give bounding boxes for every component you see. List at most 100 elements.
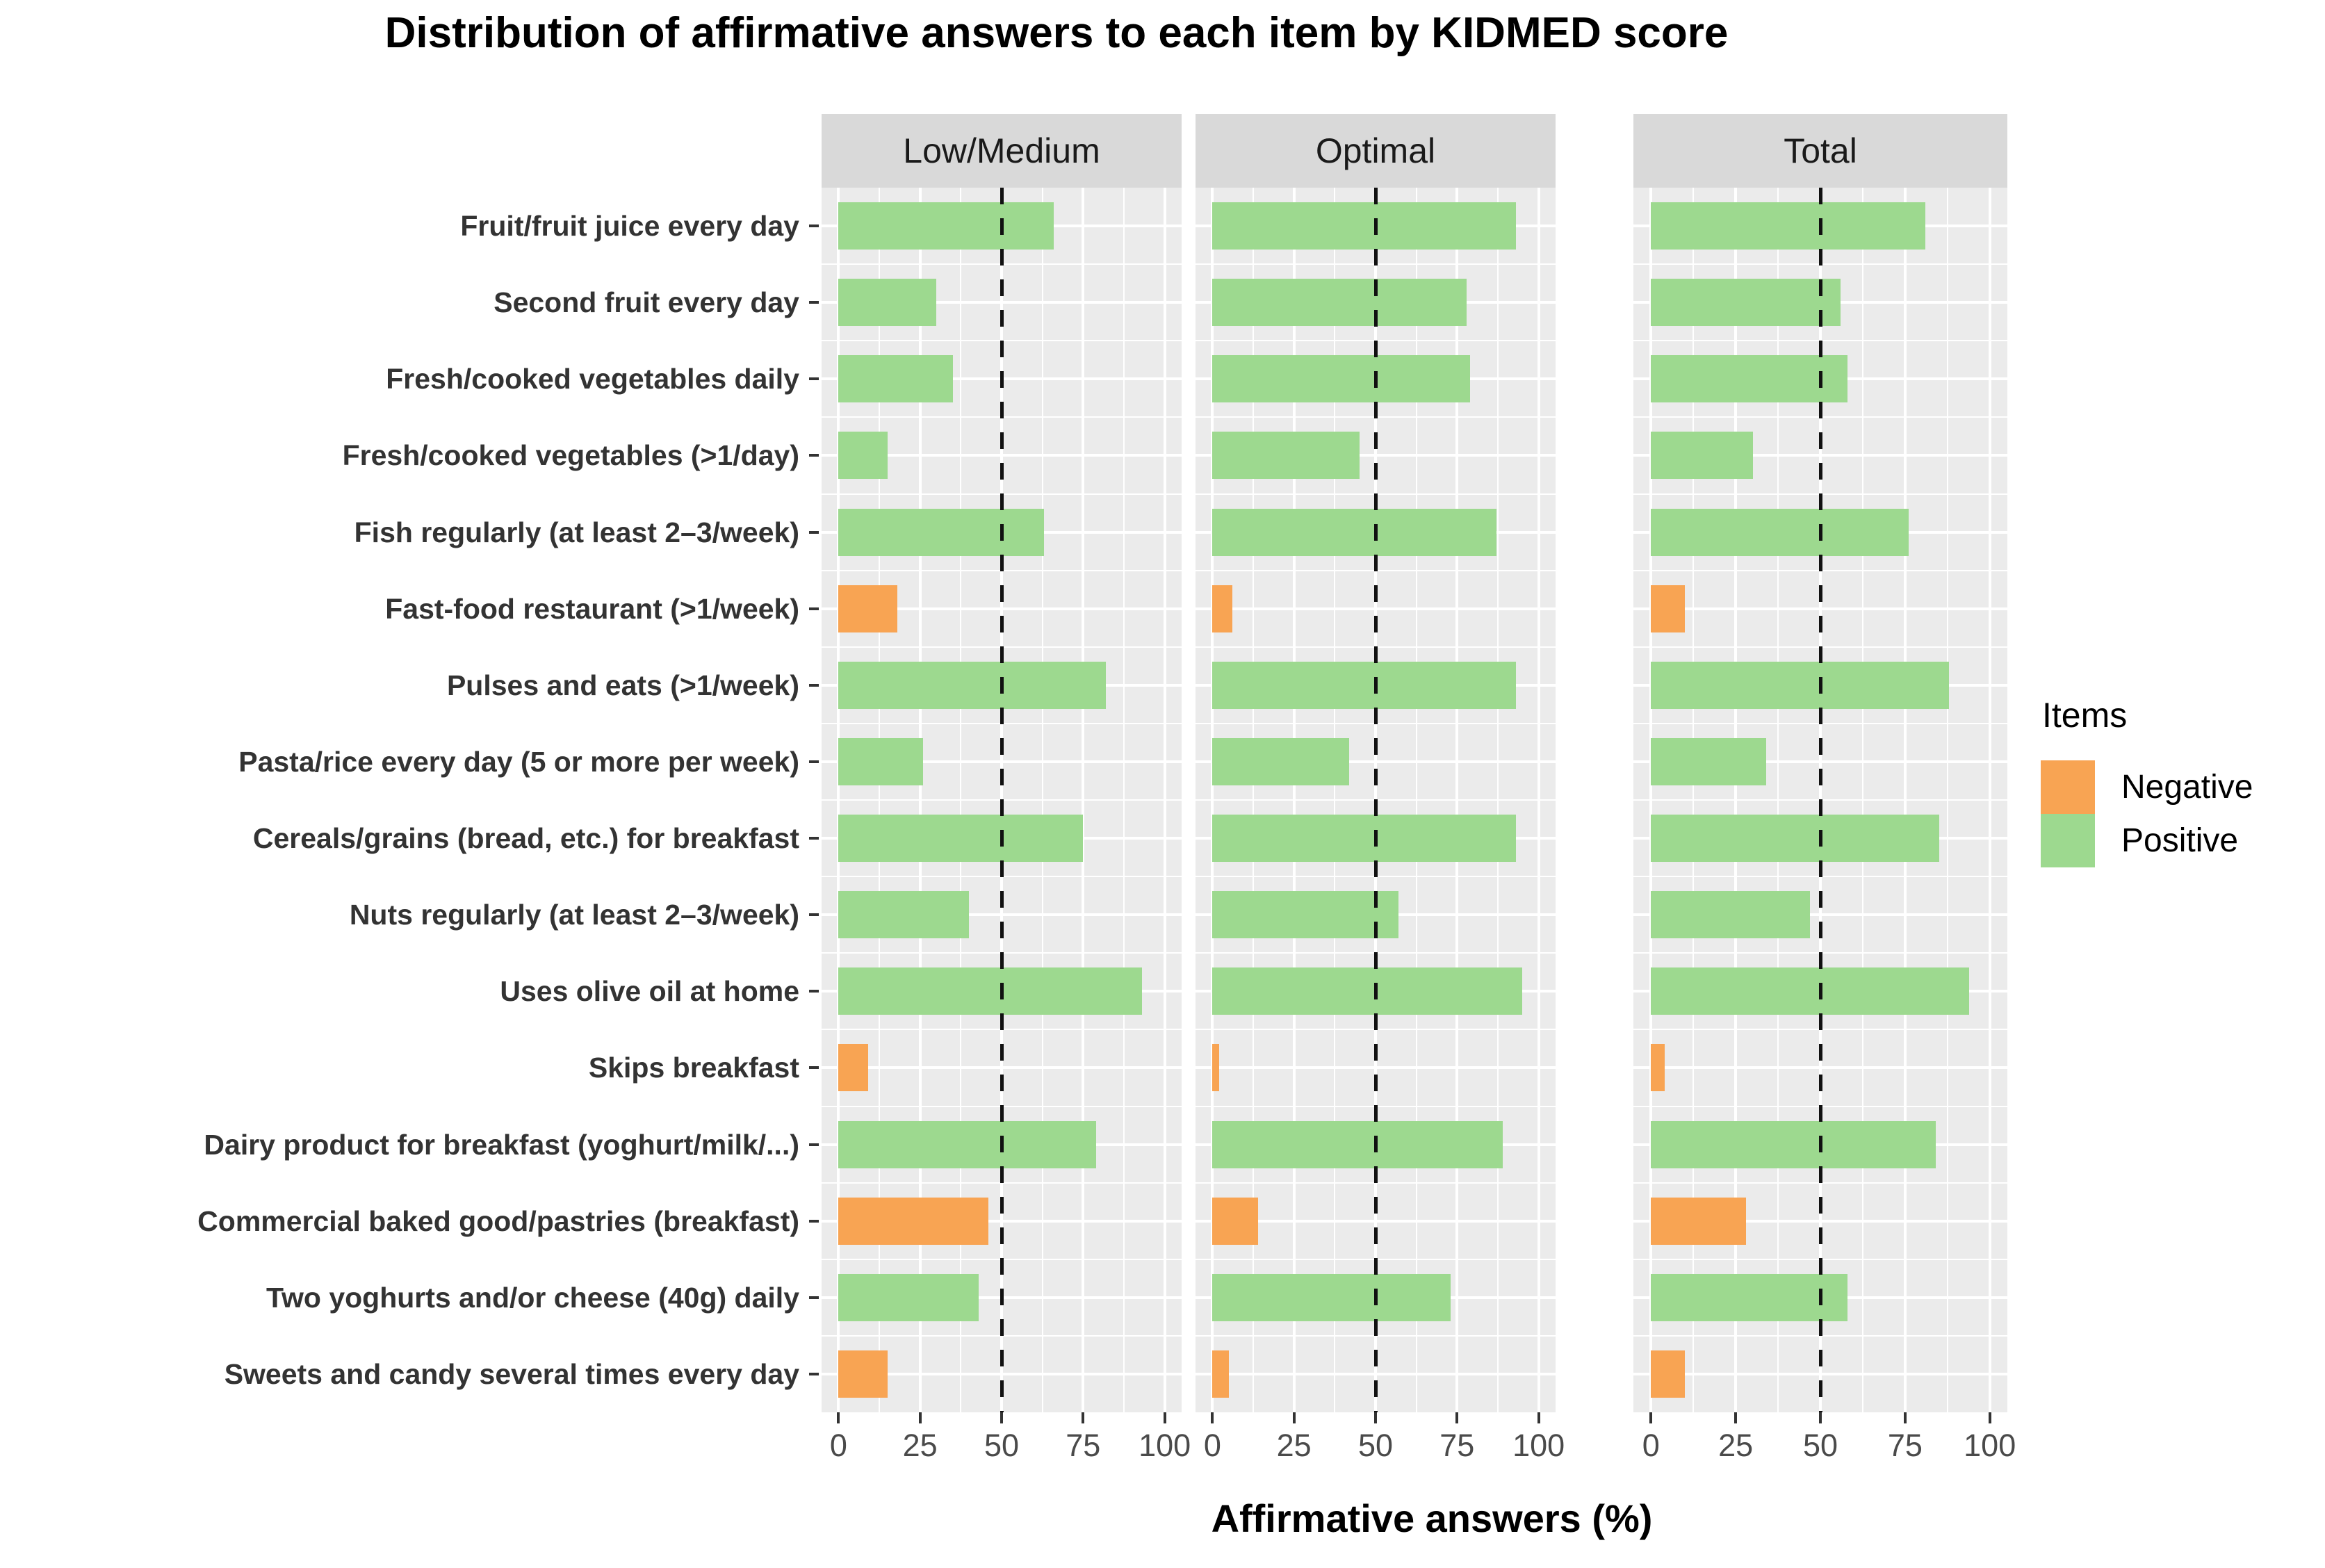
y-axis-tick <box>809 1296 819 1299</box>
x-axis-tick <box>1211 1412 1214 1423</box>
y-axis-label: Pulses and eats (>1/week) <box>446 669 799 701</box>
gridline-vertical-major <box>1903 188 1907 1412</box>
y-axis-tick <box>809 530 819 534</box>
y-axis-tick <box>809 1066 819 1070</box>
bar-positive <box>838 432 888 480</box>
bar-positive <box>1651 815 1939 863</box>
bar-negative <box>1651 585 1686 632</box>
bar-positive <box>838 202 1054 250</box>
bar-negative <box>838 585 897 632</box>
y-axis-tick <box>809 1372 819 1375</box>
gridline-vertical-major <box>1649 188 1653 1412</box>
bar-positive <box>838 1273 979 1321</box>
x-axis-tick <box>1163 1412 1166 1423</box>
bar-positive <box>1212 432 1360 480</box>
gridline-vertical-major <box>1211 188 1214 1412</box>
bar-positive <box>838 279 937 327</box>
gridline-vertical-major <box>1455 188 1459 1412</box>
bar-negative <box>1212 585 1232 632</box>
facet-panel <box>1633 188 2007 1412</box>
bar-positive <box>1212 815 1516 863</box>
facet-strip-label: Low/Medium <box>903 131 1100 170</box>
bar-positive <box>1651 355 1847 403</box>
bar-positive <box>1212 1120 1503 1168</box>
facet-strip: Optimal <box>1196 114 1556 188</box>
x-axis-tick <box>1734 1412 1738 1423</box>
bar-positive <box>1651 432 1753 480</box>
facet-strip-label: Total <box>1784 131 1857 170</box>
legend-entry-positive: Positive <box>2041 814 2325 867</box>
gridline-vertical-major <box>1988 188 1991 1412</box>
x-axis-tick-label: 25 <box>902 1428 938 1463</box>
bar-positive <box>1651 737 1766 785</box>
bar-negative <box>1212 1197 1259 1245</box>
bar-positive <box>1212 967 1523 1015</box>
x-axis-tick-label: 75 <box>1887 1428 1923 1463</box>
chart-title: Distribution of affirmative answers to e… <box>384 9 1729 57</box>
x-axis-tick <box>1455 1412 1459 1423</box>
y-axis-label: Dairy product for breakfast (yoghurt/mil… <box>204 1128 799 1161</box>
y-axis-label: Nuts regularly (at least 2–3/week) <box>349 899 799 931</box>
y-axis-label: Fast-food restaurant (>1/week) <box>385 592 799 625</box>
bar-positive <box>1212 355 1471 403</box>
bar-negative <box>1212 1350 1229 1398</box>
x-axis-tick-label: 75 <box>1066 1428 1101 1463</box>
bar-negative <box>1651 1197 1746 1245</box>
y-axis-label: Commercial baked good/pastries (breakfas… <box>197 1204 799 1237</box>
legend-title: Items <box>2042 696 2128 735</box>
x-axis-tick-label: 50 <box>984 1428 1020 1463</box>
y-axis-tick <box>809 990 819 993</box>
y-axis-tick <box>809 1219 819 1223</box>
bar-negative <box>1651 1350 1686 1398</box>
y-axis-label: Fish regularly (at least 2–3/week) <box>354 516 799 548</box>
y-axis-label: Pasta/rice every day (5 or more per week… <box>238 745 799 778</box>
y-axis-tick <box>809 760 819 763</box>
y-axis-tick <box>809 607 819 610</box>
x-axis-tick-label: 100 <box>1512 1428 1565 1463</box>
gridline-vertical-minor <box>1692 188 1695 1412</box>
x-axis-tick <box>1374 1412 1377 1423</box>
y-axis-tick <box>809 454 819 457</box>
bar-negative <box>1212 1044 1219 1092</box>
x-axis-tick <box>1537 1412 1540 1423</box>
x-axis-tick <box>1988 1412 1991 1423</box>
legend-label-positive: Positive <box>2121 822 2239 859</box>
y-axis-tick <box>809 301 819 304</box>
reference-line-50pct <box>1000 188 1004 1412</box>
bar-positive <box>1651 1273 1847 1321</box>
gridline-vertical-minor <box>1861 188 1863 1412</box>
x-axis-tick-label: 50 <box>1802 1428 1838 1463</box>
bar-positive <box>1651 508 1909 556</box>
bar-positive <box>1651 279 1841 327</box>
y-axis-label: Sweets and candy several times every day <box>224 1357 799 1390</box>
x-axis-tick <box>1000 1412 1003 1423</box>
bar-positive <box>1651 1120 1936 1168</box>
bar-positive <box>838 661 1107 709</box>
gridline-vertical-minor <box>1415 188 1417 1412</box>
gridline-vertical-minor <box>1253 188 1254 1412</box>
gridline-vertical-minor <box>960 188 962 1412</box>
gridline-vertical-minor <box>879 188 880 1412</box>
x-axis-tick-label: 75 <box>1439 1428 1475 1463</box>
bar-positive <box>838 508 1044 556</box>
negative-color-swatch <box>2041 760 2095 814</box>
gridline-vertical-major <box>837 188 840 1412</box>
bar-positive <box>838 737 924 785</box>
facet-panel <box>1196 188 1556 1412</box>
gridline-vertical-minor <box>1777 188 1779 1412</box>
y-axis-tick <box>809 377 819 381</box>
bar-positive <box>1212 737 1350 785</box>
facet-strip-label: Optimal <box>1315 131 1436 170</box>
gridline-vertical-major <box>918 188 922 1412</box>
reference-line-50pct <box>1818 188 1822 1412</box>
y-axis-tick <box>809 913 819 917</box>
y-axis-tick <box>809 1143 819 1146</box>
x-axis-tick <box>1082 1412 1085 1423</box>
bar-positive <box>1212 661 1516 709</box>
bar-positive <box>838 891 970 939</box>
x-axis-tick-label: 0 <box>1203 1428 1221 1463</box>
x-axis-tick <box>918 1412 922 1423</box>
bar-positive <box>1212 891 1398 939</box>
y-axis-label: Second fruit every day <box>493 286 799 319</box>
gridline-vertical-minor <box>1334 188 1336 1412</box>
